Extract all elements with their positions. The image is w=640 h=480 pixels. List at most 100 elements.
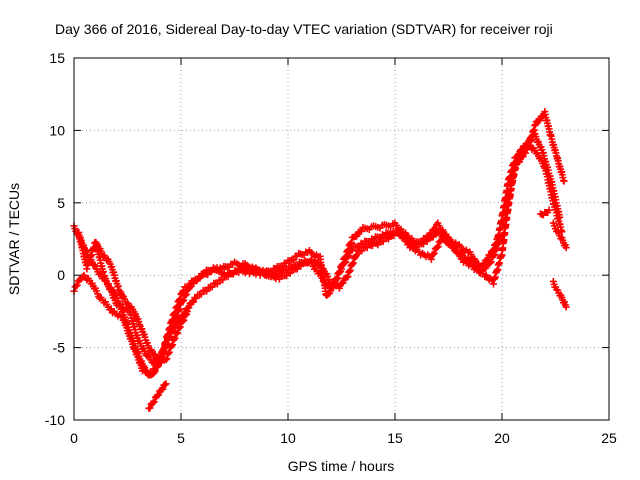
track-b-marker-14-0 xyxy=(203,287,211,295)
track-c-marker-42-6 xyxy=(527,137,535,145)
track-e-marker-4 xyxy=(162,380,170,388)
x-tick-label-1: 5 xyxy=(177,430,185,446)
track-b-marker-36-6 xyxy=(433,243,441,251)
track-b-marker-13-3 xyxy=(197,290,205,298)
track-b-marker-12-3 xyxy=(185,304,193,312)
track-b-marker-29-0 xyxy=(352,251,360,259)
y-tick-label-1: -5 xyxy=(53,340,66,356)
x-tick-label-5: 25 xyxy=(601,430,617,446)
track-c-marker-38-7 xyxy=(486,259,494,267)
track-d-marker-9-1 xyxy=(163,355,171,363)
track-c-marker-24-0 xyxy=(327,287,335,295)
track-b-marker-36-3 xyxy=(430,249,438,257)
track-c-marker-12-4 xyxy=(196,274,204,282)
track-b-marker-14-3 xyxy=(208,283,216,291)
track-d-marker-10-8 xyxy=(180,316,188,324)
track-a-marker-49-3 xyxy=(536,116,544,124)
x-tick-label-0: 0 xyxy=(70,430,78,446)
track-c-marker-25-6 xyxy=(344,253,352,261)
track-c-marker-11-0 xyxy=(179,287,187,295)
track-b-marker-8-0 xyxy=(145,371,153,379)
track-e-marker-0-1 xyxy=(146,404,154,412)
track-d-marker-9-7 xyxy=(168,342,176,350)
track-c-marker-25-3 xyxy=(341,259,349,267)
track-a-marker-53 xyxy=(560,177,568,185)
track-b-marker-27-3 xyxy=(339,279,347,287)
track-c-marker-21-0 xyxy=(286,269,294,277)
track-c-marker-42-0 xyxy=(522,149,530,157)
track-c-marker-42-4 xyxy=(525,142,533,150)
track-b-marker-29-3 xyxy=(358,247,366,255)
track-b-marker-36-0 xyxy=(427,255,435,263)
track-d-marker-10-7 xyxy=(179,317,187,325)
track-e-marker-1-1 xyxy=(150,398,158,406)
track-d-marker-10-4 xyxy=(176,323,184,331)
y-tick-label-0: -10 xyxy=(45,412,65,428)
track-c-marker-33-4 xyxy=(429,233,437,241)
track-e-marker-2-1 xyxy=(155,391,163,399)
track-b-marker-15-0 xyxy=(213,280,221,288)
x-tick-label-2: 10 xyxy=(280,430,296,446)
track-c-marker-38-4 xyxy=(482,264,490,272)
track-h-marker-3 xyxy=(562,244,570,252)
y-axis-label: SDTVAR / TECUs xyxy=(6,183,22,295)
track-c-marker-24-3 xyxy=(329,281,337,289)
y-tick-label-4: 10 xyxy=(49,122,65,138)
track-c-marker-39-6 xyxy=(492,245,500,253)
track-d-marker-9-0 xyxy=(162,356,170,364)
track-a-marker-29-3 xyxy=(353,232,361,240)
track-c-marker-39-11 xyxy=(497,237,505,245)
track-d-marker-9-11 xyxy=(171,334,179,342)
track-c-marker-33-0 xyxy=(423,237,431,245)
x-tick-label-4: 20 xyxy=(494,430,510,446)
track-c-marker-41-0 xyxy=(511,164,519,172)
track-e-marker-3-3 xyxy=(161,381,169,389)
track-c-marker-46 xyxy=(556,213,564,221)
track-e-marker-1-0 xyxy=(149,399,157,407)
track-b-marker-0-3 xyxy=(73,281,81,289)
track-c-marker-39-3 xyxy=(490,251,498,259)
track-c-marker-24-6 xyxy=(332,275,340,283)
chart-title: Day 366 of 2016, Sidereal Day-to-day VTE… xyxy=(55,21,553,37)
track-c-marker-39-0 xyxy=(487,258,495,266)
track-c-marker-11-4 xyxy=(186,282,194,290)
y-tick-label-2: 0 xyxy=(57,267,65,283)
track-d-marker-11 xyxy=(183,307,191,315)
track-d-marker-10-0 xyxy=(173,330,181,338)
axis-ticks: 0 5 10 15 20 25 -10 -5 0 5 10 15 xyxy=(45,50,617,446)
track-c-marker-39-7 xyxy=(493,244,501,252)
track-d-marker-9-8 xyxy=(169,341,177,349)
y-tick-label-5: 15 xyxy=(49,50,65,66)
y-tick-label-3: 5 xyxy=(57,195,65,211)
track-c-marker-21-4 xyxy=(293,265,301,273)
x-axis-label: GPS time / hours xyxy=(288,458,395,474)
track-b-marker-36-7 xyxy=(434,242,442,250)
track-g-marker-4 xyxy=(562,303,570,311)
track-b-marker-27-0 xyxy=(335,284,343,292)
track-c-marker-39-10 xyxy=(496,238,504,246)
track-c-marker-25-7 xyxy=(345,252,353,260)
track-d-marker-9-3 xyxy=(164,349,172,357)
track-e-marker-3-1 xyxy=(159,385,167,393)
track-c-marker-8-0 xyxy=(149,359,157,367)
track-a-marker-29-6 xyxy=(357,227,365,235)
track-c-marker-38-0 xyxy=(477,269,485,277)
track-b-marker-36-2 xyxy=(429,250,437,258)
track-c-marker-39-4 xyxy=(491,250,499,258)
track-c-marker-41-4 xyxy=(516,158,524,166)
track-d-marker-9-4 xyxy=(165,348,173,356)
data-markers xyxy=(70,108,570,412)
track-c-marker-42-3 xyxy=(524,143,532,151)
x-tick-label-3: 15 xyxy=(387,430,403,446)
track-d-marker-10-3 xyxy=(175,324,183,332)
track-c-marker-25-4 xyxy=(342,258,350,266)
track-c-marker-24-7 xyxy=(333,274,341,282)
track-d-marker-10-10 xyxy=(182,311,190,319)
track-f-marker-2 xyxy=(545,206,553,214)
plot-frame xyxy=(73,57,610,421)
track-b-marker-13-0 xyxy=(192,294,200,302)
track-c-marker-12-0 xyxy=(190,279,198,287)
track-c-marker-25-0 xyxy=(338,265,345,273)
track-c-marker-24-4 xyxy=(330,280,338,288)
